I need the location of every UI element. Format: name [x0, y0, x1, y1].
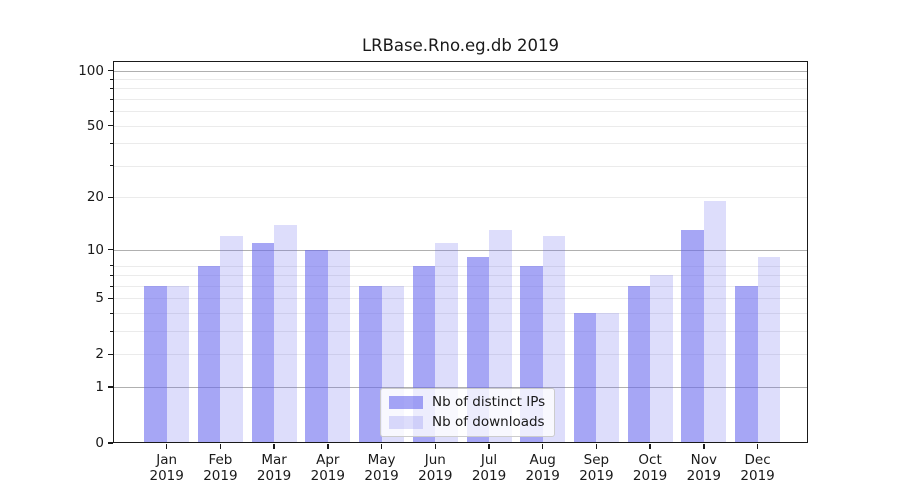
gridline-minor	[113, 197, 808, 199]
bar-downloads-mar	[274, 224, 297, 443]
gridline-minor	[113, 354, 808, 356]
y-tick-label: 20	[86, 189, 104, 206]
gridline-minor	[113, 88, 808, 90]
y-tick-label: 10	[86, 241, 104, 258]
legend-entry-downloads: Nb of downloads	[389, 414, 545, 430]
x-tick-label-sep: Sep 2019	[579, 452, 614, 484]
bar-distinct-ips-nov	[681, 230, 704, 443]
y-minor-tick-mark	[110, 265, 113, 267]
x-tick-label-aug: Aug 2019	[525, 452, 560, 484]
y-tick-label: 100	[78, 62, 104, 79]
y-tick-label: 0	[95, 435, 104, 451]
y-minor-tick-mark	[110, 125, 113, 127]
x-tick-mark	[488, 444, 490, 449]
y-minor-tick-mark	[110, 142, 113, 144]
gridline-major	[113, 249, 808, 251]
x-tick-mark	[541, 444, 544, 449]
x-tick-label-apr: Apr 2019	[310, 452, 345, 484]
y-tick-label: 5	[95, 290, 104, 307]
gridline-major	[113, 387, 808, 389]
legend-swatch-distinct-ips	[389, 395, 423, 409]
x-tick-mark	[380, 444, 383, 449]
y-minor-tick-mark	[110, 110, 113, 112]
x-tick-label-may: May 2019	[364, 452, 399, 484]
x-tick-mark	[273, 444, 275, 449]
legend-label-distinct-ips: Nb of distinct IPs	[432, 394, 546, 410]
gridline-minor	[113, 99, 808, 100]
x-tick-mark	[327, 444, 329, 449]
gridline-minor	[113, 275, 808, 277]
y-minor-tick-mark	[110, 330, 113, 332]
x-tick-mark	[756, 444, 759, 449]
x-tick-mark	[649, 444, 651, 449]
bar-downloads-dec	[757, 257, 781, 443]
x-tick-label-jun: Jun 2019	[418, 452, 453, 484]
x-tick-label-oct: Oct 2019	[632, 452, 668, 484]
bar-distinct-ips-oct	[627, 286, 651, 443]
gridline-minor	[113, 313, 808, 315]
bar-downloads-feb	[220, 236, 243, 443]
y-minor-tick-mark	[110, 196, 113, 198]
bar-distinct-ips-jan	[144, 286, 167, 443]
y-minor-tick-mark	[110, 285, 113, 287]
y-minor-tick-mark	[110, 87, 113, 89]
y-tick-label: 50	[86, 117, 104, 134]
y-tick-mark	[108, 69, 113, 72]
x-tick-label-nov: Nov 2019	[686, 452, 721, 484]
bar-distinct-ips-apr	[305, 249, 328, 443]
y-minor-tick-mark	[110, 165, 113, 167]
bar-distinct-ips-dec	[735, 286, 758, 443]
y-minor-tick-mark	[110, 274, 113, 276]
y-minor-tick-mark	[110, 98, 113, 100]
bar-downloads-sep	[596, 313, 619, 443]
bar-downloads-apr	[327, 249, 351, 443]
x-tick-mark	[595, 444, 598, 449]
gridline-minor	[113, 298, 808, 300]
bar-downloads-jan	[166, 286, 190, 443]
gridline-major	[113, 70, 808, 72]
bar-distinct-ips-may	[359, 286, 382, 443]
y-minor-tick-mark	[110, 312, 113, 314]
x-tick-mark	[703, 444, 705, 449]
y-tick-label: 2	[95, 346, 104, 363]
y-tick-mark	[108, 442, 113, 444]
y-tick-mark	[108, 248, 113, 251]
chart-title: LRBase.Rno.eg.db 2019	[361, 36, 560, 55]
gridline-minor	[113, 331, 808, 333]
gridline-minor	[113, 125, 808, 127]
gridline-minor	[113, 165, 808, 167]
x-tick-label-jul: Jul 2019	[471, 452, 507, 484]
y-minor-tick-mark	[110, 78, 113, 80]
x-tick-mark	[165, 444, 168, 449]
x-tick-mark	[434, 444, 437, 449]
x-tick-mark	[219, 444, 222, 449]
legend-swatch-downloads	[389, 415, 423, 429]
legend: Nb of distinct IPs Nb of downloads	[380, 388, 556, 437]
gridline-minor	[113, 111, 808, 113]
y-minor-tick-mark	[110, 353, 113, 355]
bar-downloads-oct	[650, 275, 673, 443]
legend-entry-distinct-ips: Nb of distinct IPs	[389, 394, 545, 410]
y-tick-mark	[108, 386, 113, 388]
x-tick-label-dec: Dec 2019	[740, 452, 775, 484]
bar-distinct-ips-mar	[251, 242, 275, 443]
gridline-minor	[113, 143, 808, 145]
y-minor-tick-mark	[110, 297, 113, 299]
legend-label-downloads: Nb of downloads	[432, 414, 545, 430]
bar-distinct-ips-feb	[197, 265, 221, 443]
x-tick-label-jan: Jan 2019	[149, 452, 184, 484]
x-tick-label-feb: Feb 2019	[203, 452, 238, 484]
bar-downloads-nov	[703, 201, 727, 443]
gridline-minor	[113, 286, 808, 287]
y-tick-label: 1	[95, 379, 104, 396]
bar-distinct-ips-sep	[573, 313, 597, 443]
x-tick-label-mar: Mar 2019	[256, 452, 292, 484]
gridline-minor	[113, 265, 808, 267]
gridline-minor	[113, 79, 808, 80]
